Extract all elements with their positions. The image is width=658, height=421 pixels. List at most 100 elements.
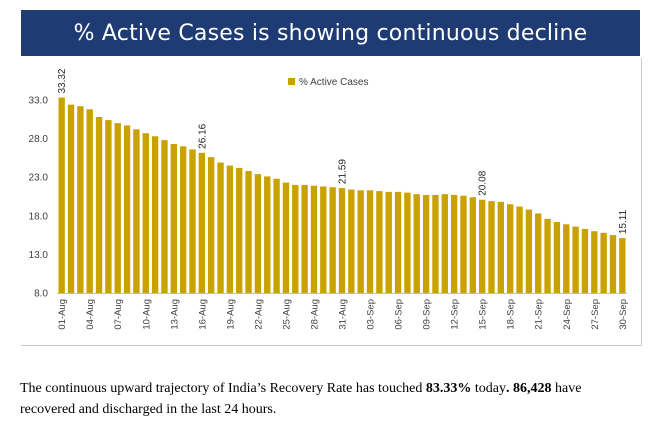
recovered-count: . 86,428: [505, 381, 552, 396]
y-axis: 8.0 13.0 18.0 23.0 28.0 33.0: [29, 96, 49, 300]
bar: [161, 140, 168, 293]
data-label: 26.16: [197, 123, 208, 148]
bar: [619, 238, 626, 293]
bar: [77, 106, 84, 293]
bar: [123, 125, 131, 293]
x-tick-label: 22-Aug: [253, 299, 264, 330]
y-tick-label: 23.0: [29, 173, 49, 184]
bar: [254, 174, 262, 293]
bar: [273, 178, 280, 293]
x-tick-label: 30-Sep: [618, 299, 629, 330]
x-tick-label: 28-Aug: [309, 299, 320, 330]
caption: The continuous upward trajectory of Indi…: [20, 378, 640, 420]
bar: [86, 109, 93, 293]
x-tick-label: 27-Sep: [590, 299, 601, 330]
chart-title: % Active Cases is showing continuous dec…: [73, 20, 588, 46]
bar: [609, 235, 617, 293]
data-label: 15.11: [618, 209, 629, 234]
bar: [507, 204, 514, 293]
caption-text-2: today: [471, 381, 506, 396]
x-tick-label: 04-Aug: [85, 299, 96, 330]
x-tick-label: 03-Sep: [366, 299, 377, 330]
caption-text-3: have recovered and discharged in the las…: [20, 381, 582, 417]
bar: [105, 120, 112, 294]
bar: [292, 184, 299, 293]
bar: [525, 209, 533, 293]
bar: [226, 165, 234, 293]
y-tick-label: 33.0: [29, 96, 49, 107]
data-label: 21.59: [338, 159, 349, 184]
data-label: 33.32: [57, 68, 68, 93]
bar: [600, 232, 607, 293]
bar: [338, 188, 346, 293]
x-tick-label: 10-Aug: [141, 299, 152, 330]
bar: [516, 206, 523, 293]
bar: [544, 218, 551, 293]
legend: % Active Cases: [288, 77, 368, 88]
x-tick-label: 06-Sep: [394, 299, 405, 330]
bar: [58, 97, 65, 293]
x-tick-label: 01-Aug: [57, 299, 68, 330]
bar: [282, 182, 290, 293]
bar: [488, 201, 495, 293]
bar: [133, 129, 140, 293]
bar: [198, 152, 206, 293]
bar: [366, 190, 374, 293]
bar: [413, 194, 420, 293]
y-tick-label: 8.0: [34, 289, 48, 300]
bar: [404, 192, 411, 293]
bar: [394, 191, 402, 293]
bar: [310, 185, 318, 293]
bar: [179, 146, 187, 293]
x-tick-label: 25-Aug: [281, 299, 292, 330]
caption-text-1: The continuous upward trajectory of Indi…: [20, 381, 426, 396]
bar: [553, 221, 561, 293]
chart-title-banner: % Active Cases is showing continuous dec…: [21, 10, 640, 56]
bar: [67, 104, 75, 293]
bar: [301, 184, 308, 293]
x-tick-label: 09-Sep: [422, 299, 433, 330]
bar: [450, 194, 458, 293]
y-tick-label: 18.0: [29, 211, 49, 222]
bar: [208, 157, 215, 293]
x-tick-label: 13-Aug: [169, 299, 180, 330]
bar: [432, 194, 439, 293]
bar: [563, 224, 570, 293]
bar: [591, 231, 598, 293]
bar: [142, 133, 149, 293]
recovery-rate-value: 83.33%: [425, 381, 472, 396]
x-tick-label: 18-Sep: [506, 299, 517, 330]
bar: [385, 191, 392, 293]
bar: [236, 167, 243, 293]
bar: [572, 226, 579, 293]
data-labels: 33.32 26.16 21.59 20.08 15.11: [57, 68, 629, 234]
bar-chart: 8.0 13.0 18.0 23.0 28.0 33.0 33.32 26.16 21.59 2…: [29, 68, 629, 330]
bar: [460, 195, 467, 293]
bar: [422, 194, 430, 293]
bar: [441, 194, 448, 293]
bar: [151, 136, 159, 293]
bar: [376, 191, 383, 293]
bar: [497, 201, 505, 293]
chart-frame: [21, 58, 642, 346]
x-axis: 01-Aug 04-Aug 07-Aug 10-Aug 13-Aug 16-Aug 19-A…: [57, 293, 629, 330]
bar: [170, 144, 177, 293]
bar: [469, 197, 476, 293]
bar: [114, 123, 121, 293]
bar: [217, 162, 224, 293]
bar: [581, 228, 589, 293]
x-tick-label: 19-Aug: [225, 299, 236, 330]
x-tick-label: 16-Aug: [197, 299, 208, 330]
x-tick-label: 31-Aug: [338, 299, 349, 330]
x-tick-label: 21-Sep: [534, 299, 545, 330]
data-label: 20.08: [478, 170, 489, 195]
bar: [478, 199, 486, 293]
bars: [58, 97, 626, 294]
x-tick-label: 12-Sep: [450, 299, 461, 330]
bar: [189, 149, 196, 293]
x-tick-label: 07-Aug: [113, 299, 124, 330]
y-tick-label: 13.0: [29, 250, 49, 261]
bar: [329, 187, 336, 293]
bar: [357, 190, 364, 293]
bar: [535, 213, 542, 293]
